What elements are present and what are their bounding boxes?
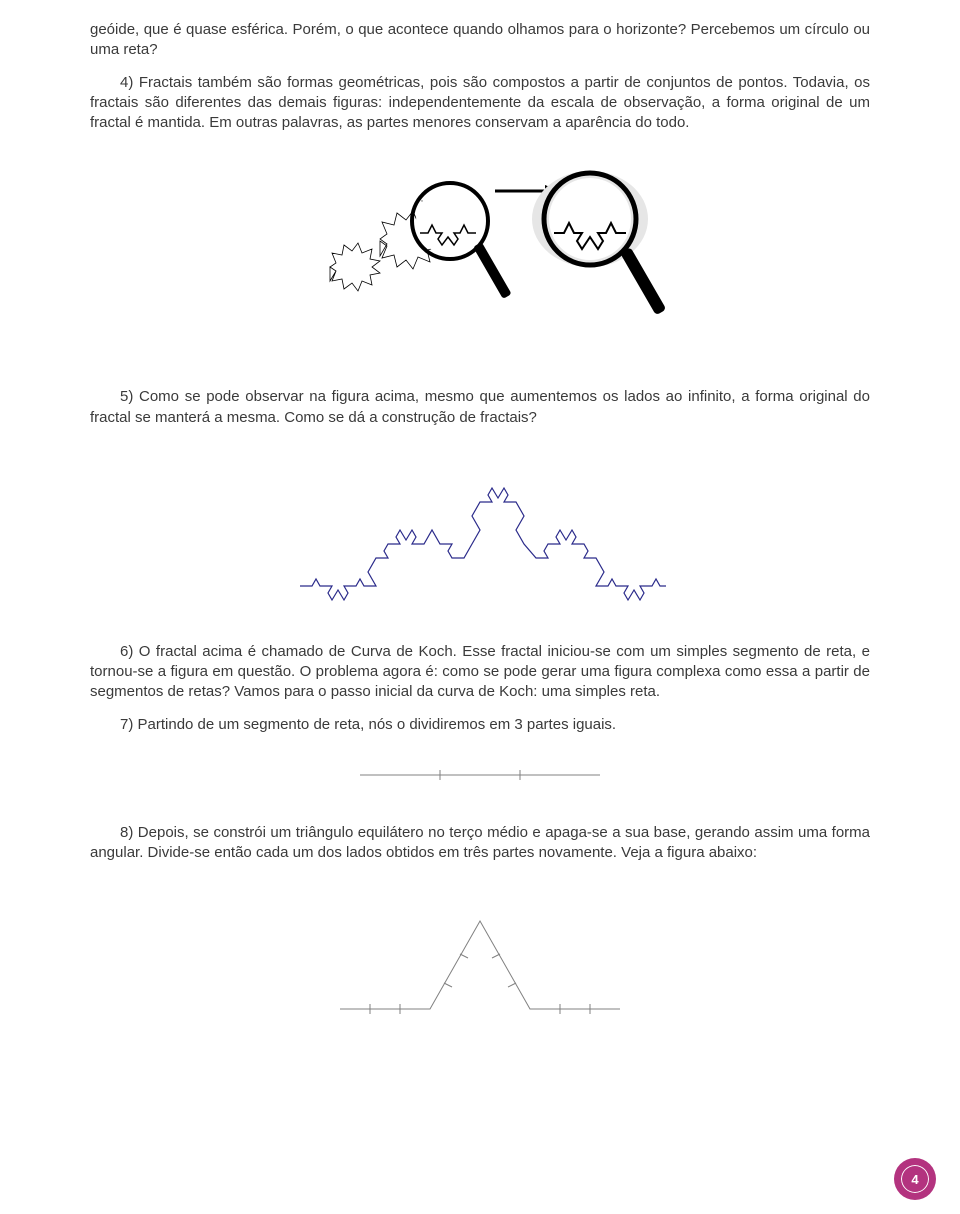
page-number-badge: 4: [898, 1162, 932, 1196]
para-7: 7) Partindo de um segmento de reta, nós …: [90, 715, 870, 735]
page-number: 4: [911, 1172, 918, 1187]
para-4: 4) Fractais também são formas geométrica…: [90, 73, 870, 134]
para-6: 6) O fractal acima é chamado de Curva de…: [90, 642, 870, 703]
figure-koch-step: [90, 891, 870, 1021]
figure-koch-curve: [90, 456, 870, 606]
para-5: 5) Como se pode observar na figura acima…: [90, 387, 870, 428]
para-intro-continuation: geóide, que é quase esférica. Porém, o q…: [90, 20, 870, 61]
para-8: 8) Depois, se constrói um triângulo equi…: [90, 823, 870, 864]
figure-segment-3parts: [90, 763, 870, 787]
figure-magnifier-fractal: [90, 161, 870, 351]
